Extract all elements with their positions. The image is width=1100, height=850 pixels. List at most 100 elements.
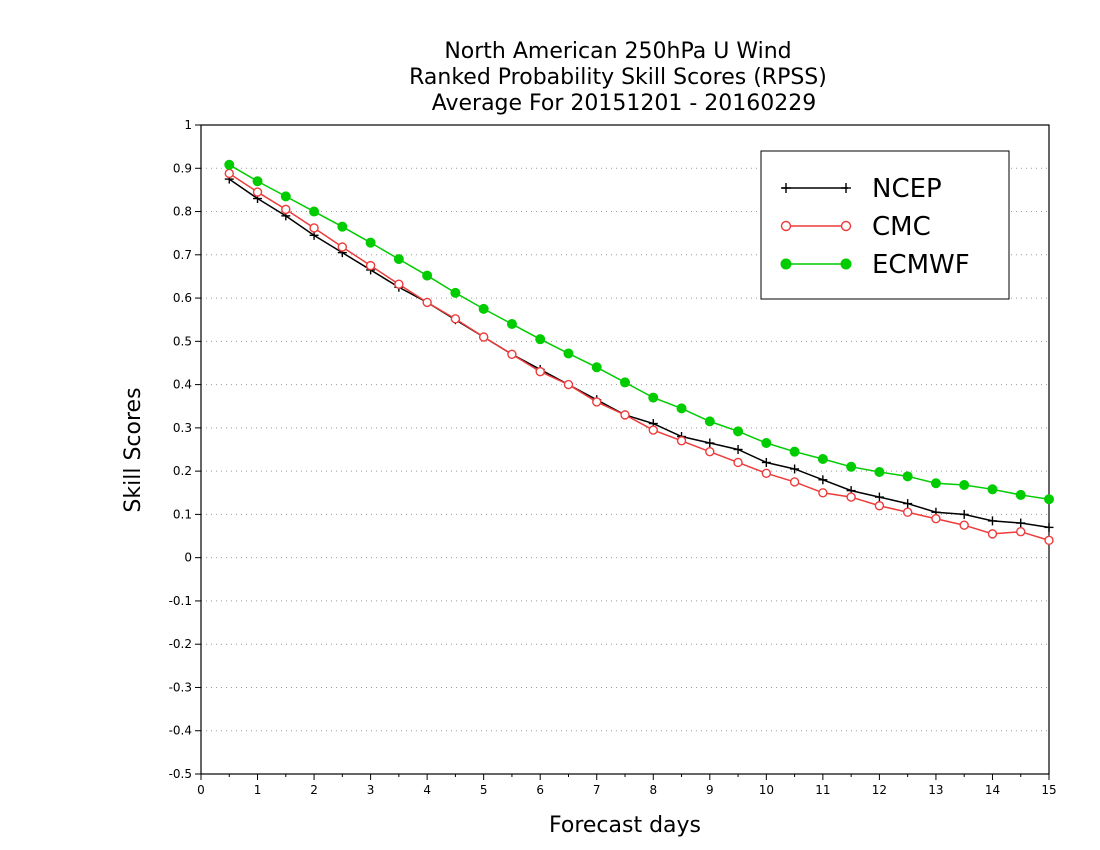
cmc-point bbox=[902, 507, 913, 517]
cmc-point bbox=[987, 529, 998, 539]
ecmwf-point bbox=[987, 484, 998, 495]
ncep-point bbox=[790, 464, 800, 474]
cmc-point bbox=[281, 204, 291, 215]
y-tick-label: -0.5 bbox=[169, 767, 192, 781]
ecmwf-point bbox=[648, 392, 659, 403]
series-ecmwf bbox=[224, 159, 1054, 505]
ncep-point bbox=[1016, 518, 1026, 528]
chart-title-line-2: Ranked Probability Skill Scores (RPSS) bbox=[409, 65, 827, 90]
ecmwf-point bbox=[591, 362, 602, 373]
x-tick-label: 0 bbox=[197, 783, 205, 797]
ecmwf-point bbox=[846, 461, 857, 472]
ecmwf-point bbox=[761, 438, 772, 449]
y-tick-label: 0.4 bbox=[173, 378, 192, 392]
ecmwf-point bbox=[620, 377, 630, 388]
ncep-point bbox=[1044, 522, 1054, 532]
ncep-point bbox=[761, 457, 771, 467]
legend-entry-ncep: NCEP bbox=[781, 174, 942, 204]
cmc-point bbox=[365, 260, 376, 271]
cmc-point bbox=[252, 187, 263, 197]
cmc-point bbox=[874, 501, 885, 511]
x-tick-label: 8 bbox=[649, 783, 657, 797]
cmc-point bbox=[224, 168, 234, 179]
cmc-point bbox=[450, 314, 461, 324]
cmc-point bbox=[789, 477, 800, 487]
legend-entry-cmc: CMC bbox=[780, 212, 931, 242]
ecmwf-point bbox=[224, 159, 235, 170]
ecmwf-point bbox=[930, 478, 941, 489]
x-tick-label: 9 bbox=[706, 783, 714, 797]
x-tick-label: 4 bbox=[423, 783, 431, 797]
y-tick-label: -0.1 bbox=[169, 594, 192, 608]
ecmwf-point bbox=[309, 206, 320, 217]
cmc-point bbox=[959, 520, 969, 530]
cmc-point bbox=[563, 379, 574, 390]
chart-title: North American 250hPa U Wind Ranked Prob… bbox=[409, 39, 827, 116]
y-tick-label: -0.3 bbox=[169, 680, 192, 694]
y-tick-label: 0.9 bbox=[173, 161, 192, 175]
ecmwf-point bbox=[902, 471, 913, 482]
x-tick-label: 11 bbox=[815, 783, 830, 797]
cmc-point bbox=[705, 446, 715, 457]
cmc-point bbox=[620, 410, 630, 420]
cmc-point bbox=[931, 514, 941, 524]
legend-label: NCEP bbox=[872, 174, 942, 204]
cmc-point bbox=[648, 425, 658, 435]
x-tick-label: 13 bbox=[928, 783, 943, 797]
x-tick-label: 15 bbox=[1041, 783, 1056, 797]
y-tick-label: 0.8 bbox=[173, 205, 192, 219]
y-axis-label: Skill Scores bbox=[121, 387, 146, 512]
cmc-point bbox=[422, 297, 432, 308]
axis-ticks: -0.5 -0.4 -0.3 -0.2 -0.1 0 0.1 0.2 0.3 0.4 0.5 0.6 0… bbox=[169, 118, 1057, 797]
legend-marker bbox=[780, 258, 792, 270]
legend: NCEP CMC ECMWF bbox=[760, 150, 1010, 300]
x-tick-label: 14 bbox=[985, 783, 1000, 797]
ncep-point bbox=[874, 492, 884, 502]
legend-marker bbox=[840, 258, 852, 270]
ecmwf-point bbox=[563, 348, 574, 359]
cmc-line bbox=[228, 172, 1050, 542]
cmc-point bbox=[761, 468, 772, 478]
y-tick-label: 1 bbox=[184, 118, 192, 132]
ecmwf-point bbox=[733, 426, 744, 437]
ecmwf-point bbox=[252, 176, 263, 187]
ecmwf-point bbox=[817, 454, 828, 465]
cmc-point bbox=[846, 492, 856, 502]
cmc-point bbox=[478, 332, 489, 342]
x-tick-label: 1 bbox=[254, 783, 262, 797]
x-tick-label: 6 bbox=[536, 783, 544, 797]
ecmwf-point bbox=[959, 479, 970, 490]
cmc-point bbox=[818, 488, 828, 498]
y-tick-label: 0.6 bbox=[173, 291, 192, 305]
chart-title-line-1: North American 250hPa U Wind bbox=[444, 39, 791, 64]
ecmwf-point bbox=[704, 416, 715, 427]
series-lines bbox=[224, 159, 1054, 546]
legend-marker bbox=[780, 220, 792, 232]
cmc-point bbox=[676, 436, 687, 446]
ecmwf-point bbox=[676, 403, 687, 414]
x-tick-label: 10 bbox=[759, 783, 774, 797]
ncep-point bbox=[705, 438, 715, 448]
ecmwf-point bbox=[506, 319, 517, 330]
chart-title-line-3: Average For 20151201 - 20160229 bbox=[432, 91, 817, 116]
ncep-point bbox=[987, 516, 997, 526]
x-tick-label: 2 bbox=[310, 783, 318, 797]
ecmwf-point bbox=[337, 221, 348, 232]
x-tick-label: 3 bbox=[367, 783, 375, 797]
cmc-point bbox=[733, 457, 743, 468]
ncep-point bbox=[818, 475, 828, 485]
series-cmc bbox=[224, 168, 1054, 546]
ecmwf-point bbox=[422, 270, 433, 281]
ncep-point bbox=[903, 499, 913, 509]
ecmwf-point bbox=[365, 237, 376, 248]
y-tick-label: 0.2 bbox=[173, 464, 192, 478]
legend-marker bbox=[840, 220, 852, 232]
legend-entry-ecmwf: ECMWF bbox=[780, 250, 970, 280]
y-tick-label: 0.3 bbox=[173, 421, 192, 435]
ecmwf-point bbox=[535, 334, 546, 345]
x-tick-label: 5 bbox=[480, 783, 488, 797]
y-tick-label: 0 bbox=[184, 551, 192, 565]
ecmwf-point bbox=[1044, 494, 1054, 505]
cmc-point bbox=[507, 349, 517, 360]
